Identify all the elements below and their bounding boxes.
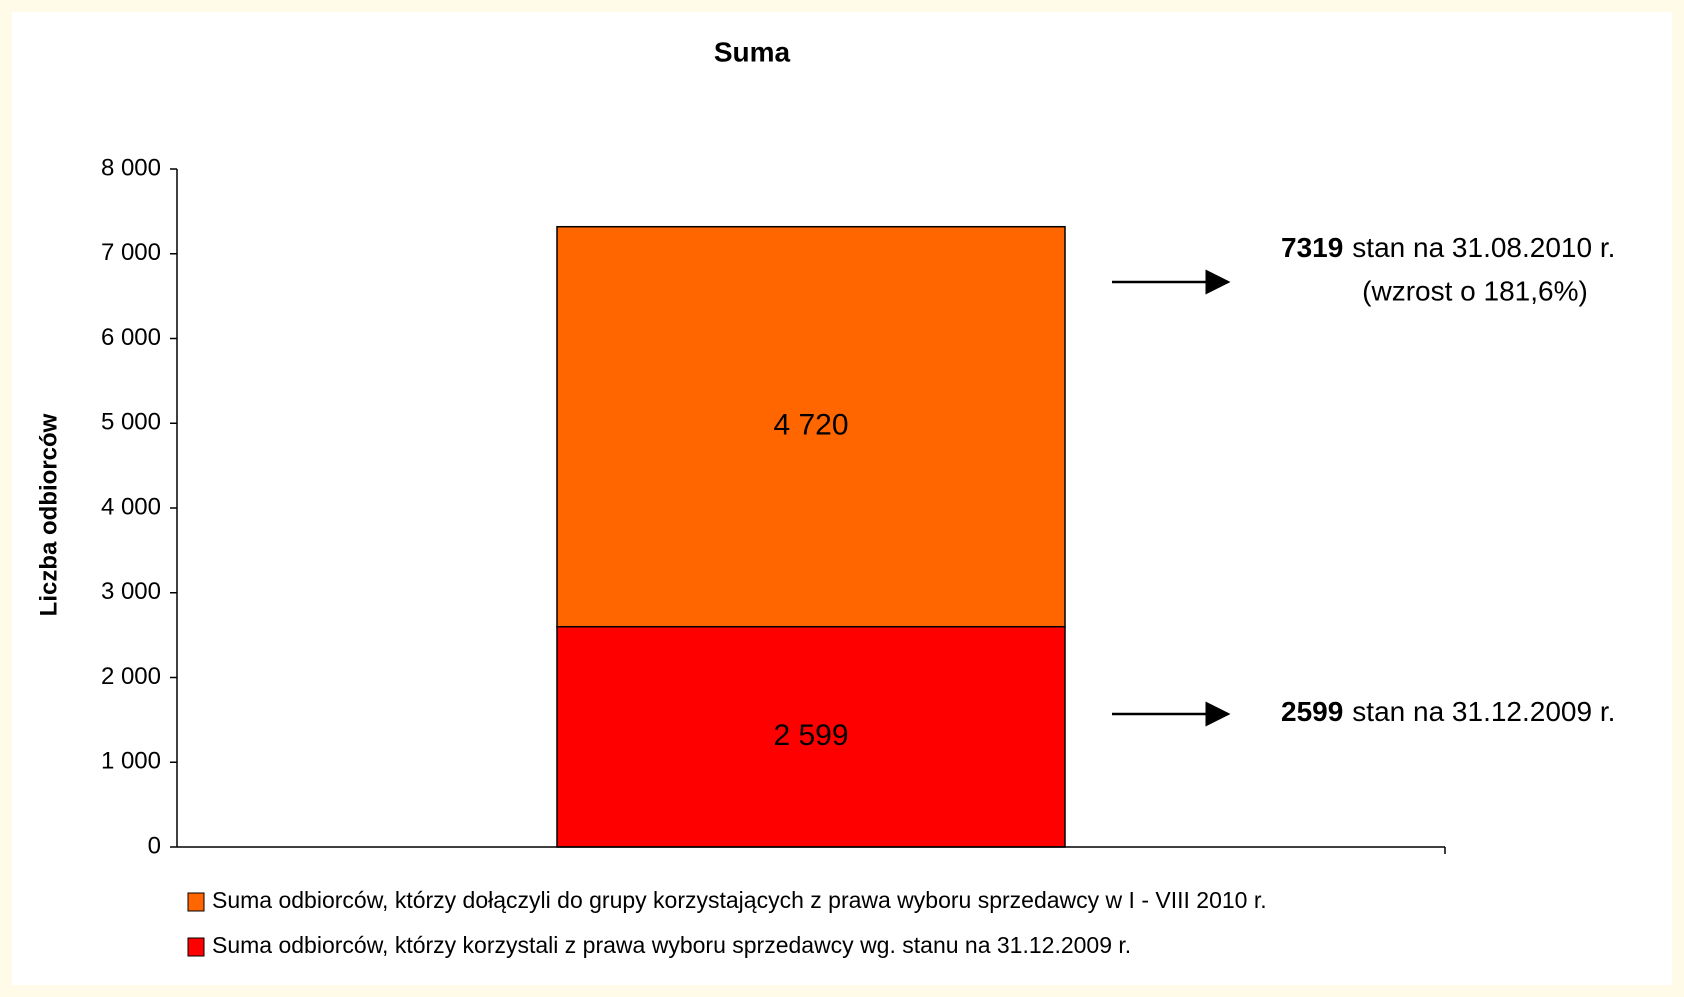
data-label: 2 599 — [773, 719, 848, 752]
annotation: 7319 stan na 31.08.2010 r. — [1281, 232, 1615, 263]
y-tick-label: 2 000 — [101, 663, 161, 690]
bar-segment — [556, 625, 1066, 848]
chart-title: Suma — [714, 36, 791, 67]
legend-swatch — [187, 892, 205, 912]
y-tick-label: 1 000 — [101, 748, 161, 775]
annotation-value: 2599 — [1281, 696, 1343, 727]
legend-label: Suma odbiorców, którzy dołączyli do grup… — [212, 887, 1267, 913]
y-tick-label: 8 000 — [101, 154, 161, 181]
legend-swatch — [187, 937, 205, 957]
annotation-text: stan na 31.12.2009 r. — [1352, 696, 1615, 727]
legend-label: Suma odbiorców, którzy korzystali z praw… — [212, 932, 1131, 958]
y-tick-label: 5 000 — [101, 409, 161, 436]
y-tick-label: 0 — [148, 832, 161, 859]
y-axis-label: Liczba odbiorców — [35, 413, 62, 616]
annotation-text: stan na 31.08.2010 r. — [1352, 232, 1615, 263]
annotation-note: (wzrost o 181,6%) — [1362, 275, 1588, 306]
y-tick-label: 7 000 — [101, 239, 161, 266]
y-tick-label: 4 000 — [101, 493, 161, 520]
data-label: 4 720 — [773, 409, 848, 442]
annotation: 2599 stan na 31.12.2009 r. — [1281, 696, 1615, 727]
annotation-value: 7319 — [1281, 232, 1343, 263]
y-tick-label: 6 000 — [101, 324, 161, 351]
y-tick-label: 3 000 — [101, 578, 161, 605]
bar-segment — [556, 225, 1066, 628]
